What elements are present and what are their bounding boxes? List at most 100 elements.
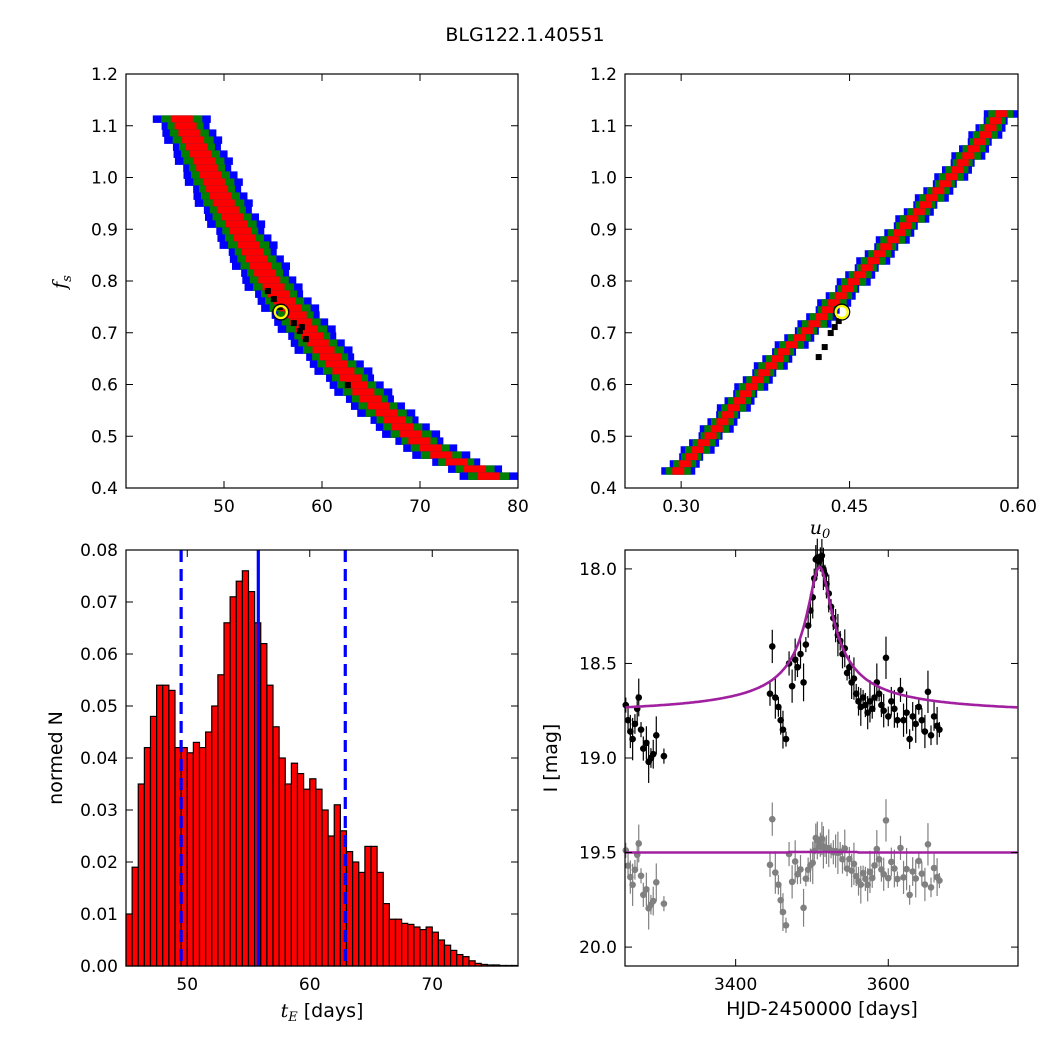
histogram-bar — [413, 926, 421, 967]
histogram-bar — [131, 866, 139, 967]
histogram-bar — [278, 757, 286, 967]
data-point — [900, 716, 907, 724]
cell-1sigma — [216, 206, 239, 214]
residual-point — [627, 873, 634, 881]
p3-axes-frame — [125, 549, 519, 967]
cell-1sigma — [196, 164, 219, 172]
cell-1sigma — [408, 437, 431, 445]
cell-1sigma — [325, 360, 348, 368]
p4-xlabel: HJD-2450000 [days] — [726, 998, 918, 1020]
residual-point — [629, 881, 636, 889]
p3-vlines — [179, 550, 347, 966]
data-point — [909, 713, 916, 720]
residual-point — [788, 878, 796, 886]
y-tick-label: 0.9 — [590, 220, 617, 240]
y-tick-label: 0.5 — [91, 427, 118, 447]
p3-xlabel-main: t — [281, 1000, 289, 1022]
cell-1sigma — [290, 318, 313, 326]
y-tick-label: 0.8 — [91, 272, 118, 292]
cell-1sigma — [312, 346, 335, 354]
best-fit-cell — [835, 318, 842, 325]
y-tick-label: 0.07 — [80, 593, 118, 613]
data-point — [855, 697, 862, 705]
data-point — [864, 709, 871, 716]
panel-fs-vs-u0: 0.30 0.45 0.600.40.50.60.70.80.91.01.11.2 … — [590, 65, 1037, 542]
residual-point — [880, 870, 887, 878]
y-tick-label: 0.00 — [80, 957, 118, 977]
data-point — [921, 728, 929, 735]
histogram-bar — [198, 746, 207, 967]
y-tick-label: 0.8 — [590, 272, 617, 292]
cell-1sigma — [854, 271, 867, 279]
y-tick-label: 19.0 — [579, 749, 617, 769]
p1-heatmap-cells — [152, 115, 518, 480]
residual-point — [802, 875, 810, 883]
best-fit-cell — [264, 288, 271, 295]
cell-1sigma — [919, 201, 932, 209]
cell-1sigma — [258, 276, 281, 284]
y-tick-label: 0.04 — [80, 749, 118, 769]
cell-1sigma — [685, 453, 698, 461]
cell-1sigma — [691, 446, 704, 454]
cell-1sigma — [979, 131, 992, 139]
histogram-bar — [419, 928, 427, 967]
residual-point — [791, 858, 799, 865]
cell-1sigma — [319, 353, 342, 361]
data-point — [794, 663, 801, 671]
data-point — [640, 745, 647, 752]
panel-fs-vs-tE: 50 60 70 80 0.4 0.5 0.6 0.7 0.8 0.9 1.0 1.1 1.2 fs — [49, 65, 529, 517]
data-point — [927, 732, 935, 739]
cell-1sigma — [170, 115, 193, 123]
data-point — [782, 735, 790, 743]
histogram-bar — [235, 580, 243, 967]
cell-1sigma — [383, 416, 406, 424]
residual-point — [864, 881, 871, 889]
cell-1sigma — [672, 467, 685, 475]
data-point — [850, 675, 858, 682]
data-point — [800, 679, 807, 686]
cell-1sigma — [727, 404, 740, 412]
histogram-bar — [260, 642, 268, 967]
y-tick-label: 19.5 — [579, 844, 617, 864]
best-fit-cell — [296, 328, 303, 335]
cell-1sigma — [358, 395, 381, 403]
p2-ticks: 0.30 0.45 0.60 0.4 0.5 0.6 0.7 0.8 0.9 1.0 1.1 1.2 — [590, 65, 1037, 517]
panel-tE-histogram: 50 60 70 0.00 0.01 0.02 0.03 0.04 0.05 0.06 0.07 0.… — [45, 541, 519, 1025]
y-tick-label: 18.0 — [579, 560, 617, 580]
cell-1sigma — [785, 341, 798, 349]
histogram-bar — [443, 944, 452, 967]
histogram-bar — [431, 931, 439, 967]
histogram-bar — [162, 684, 170, 967]
p3-xlabel-suffix: [days] — [298, 1000, 364, 1022]
cell-1sigma — [710, 425, 723, 433]
histogram-bar — [217, 674, 225, 967]
residual-point — [915, 857, 923, 865]
y-tick-label: 0.6 — [590, 376, 617, 396]
cell-1sigma — [268, 290, 291, 298]
x-tick-label: 60 — [311, 497, 333, 517]
histogram-bar — [303, 788, 311, 967]
data-point — [878, 701, 885, 709]
residual-point — [850, 860, 858, 868]
cell-1sigma — [847, 278, 860, 286]
cell-1sigma — [867, 257, 880, 265]
residual-point — [857, 881, 865, 888]
p4-ylabel: I [mag] — [540, 724, 562, 793]
cell-1sigma — [366, 402, 389, 410]
cell-1sigma — [237, 241, 260, 249]
histogram-bar — [247, 590, 256, 967]
p1-ylabel-main: f — [49, 279, 71, 291]
histogram-bar — [462, 956, 470, 967]
x-tick-label: 0.60 — [999, 497, 1037, 517]
cell-1sigma — [174, 122, 197, 130]
data-point — [924, 688, 932, 696]
data-point — [660, 752, 668, 760]
best-fit-marker-outline — [833, 303, 851, 321]
data-point — [772, 694, 779, 701]
cell-1sigma — [771, 355, 784, 363]
residual-point — [873, 845, 881, 853]
histogram-bar — [407, 923, 415, 967]
y-tick-label: 0.4 — [590, 479, 617, 499]
residual-point — [782, 922, 790, 929]
x-tick-label: 0.45 — [831, 497, 869, 517]
